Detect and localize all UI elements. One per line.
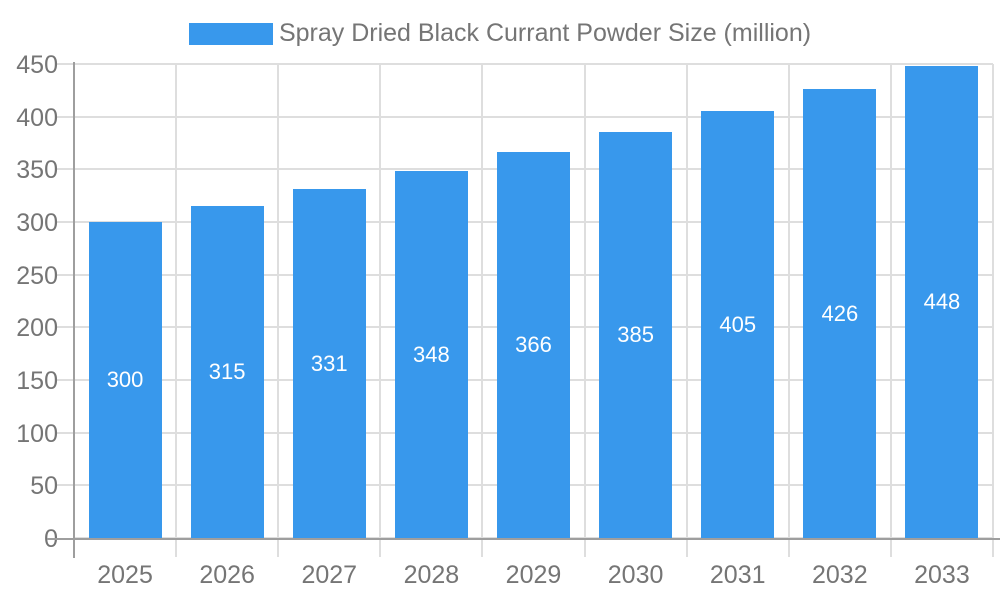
x-gridline (685, 64, 688, 557)
bar-value-label: 426 (821, 300, 859, 326)
x-tick-label: 2029 (505, 561, 562, 589)
bar (905, 66, 979, 538)
bar (190, 206, 264, 538)
bar (394, 171, 468, 538)
chart-legend: Spray Dried Black Currant Powder Size (m… (0, 19, 1000, 48)
x-gridline (889, 64, 892, 557)
y-tick-label: 300 (16, 209, 58, 237)
x-gridline (787, 64, 790, 557)
bar (497, 152, 570, 538)
x-tick-label: 2026 (199, 561, 255, 589)
y-axis-tick (56, 484, 74, 487)
x-gridline (481, 64, 484, 557)
bar-value-label: 348 (413, 341, 450, 367)
y-gridline (74, 115, 993, 118)
x-tick-label: 2028 (403, 561, 460, 589)
y-axis-tick (56, 168, 74, 171)
bar-value-label: 315 (208, 359, 246, 385)
bar-value-label: 448 (923, 289, 961, 315)
y-axis-tick (56, 431, 74, 434)
y-tick-label: 100 (16, 419, 58, 448)
y-axis-line (73, 62, 75, 558)
y-axis-tick (56, 273, 74, 276)
y-tick-label: 350 (16, 156, 58, 185)
y-tick-label: 50 (30, 472, 58, 501)
bar-value-label: 331 (310, 350, 348, 376)
x-tick-label: 2030 (607, 561, 664, 589)
bar-value-label: 405 (719, 311, 757, 337)
bar (701, 111, 775, 538)
bar (292, 189, 366, 538)
y-tick-label: 200 (16, 314, 58, 343)
y-tick-label: 250 (16, 261, 58, 290)
bar-value-label: 366 (515, 332, 552, 358)
x-tick-label: 2025 (97, 561, 153, 589)
y-axis-tick (56, 115, 74, 118)
x-tick-label: 2033 (914, 561, 970, 589)
x-tick-label: 2032 (812, 561, 868, 589)
x-tick-label: 2031 (709, 561, 766, 589)
x-axis-line (47, 538, 1000, 540)
legend-swatch-icon (188, 22, 273, 45)
legend-item[interactable]: Spray Dried Black Currant Powder Size (m… (188, 19, 812, 48)
x-gridline (583, 64, 586, 557)
y-axis-tick (56, 379, 74, 381)
bar-value-label: 300 (106, 367, 144, 392)
x-gridline (175, 64, 178, 557)
bar (803, 89, 877, 538)
x-gridline (379, 64, 382, 557)
y-tick-label: 450 (16, 51, 58, 79)
y-axis-tick (56, 221, 74, 223)
x-tick-label: 2027 (301, 561, 358, 589)
legend-label: Spray Dried Black Currant Powder Size (m… (278, 19, 812, 47)
bar-value-label: 385 (617, 322, 654, 348)
y-axis-tick (56, 326, 74, 329)
y-tick-label: 150 (16, 367, 58, 395)
y-axis-tick (56, 63, 74, 65)
bar (88, 222, 162, 538)
bar (599, 132, 673, 538)
x-gridline (277, 64, 280, 557)
y-gridline (74, 63, 993, 65)
x-gridline (992, 64, 994, 557)
y-tick-label: 400 (16, 103, 58, 132)
